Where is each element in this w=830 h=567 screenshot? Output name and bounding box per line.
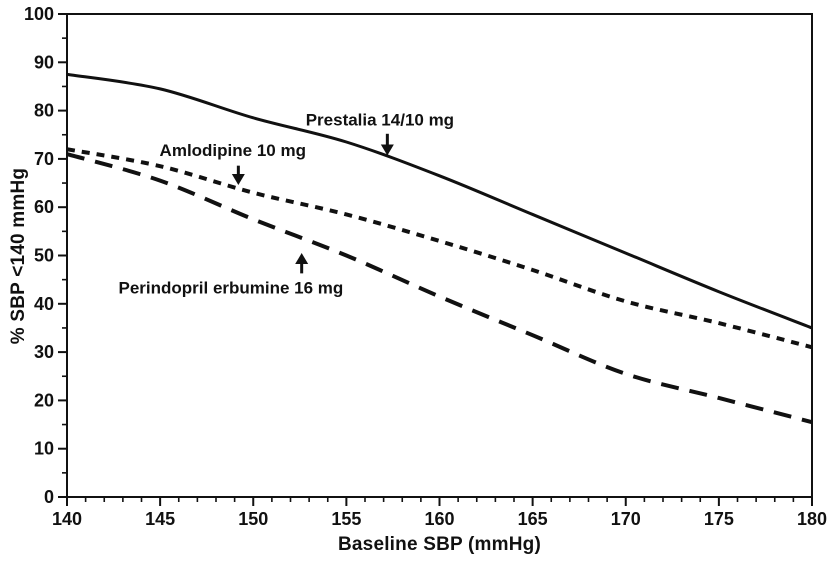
x-tick-label: 145 — [145, 509, 175, 529]
x-tick-label: 165 — [518, 509, 548, 529]
x-tick-label: 150 — [238, 509, 268, 529]
annotation-prestalia-14-10-mg: Prestalia 14/10 mg — [306, 110, 454, 129]
x-axis-label: Baseline SBP (mmHg) — [337, 534, 541, 555]
y-tick-label: 50 — [34, 246, 54, 266]
arrow-down-icon — [231, 174, 245, 186]
annotation-perindopril-erbumine-16-mg: Perindopril erbumine 16 mg — [118, 278, 343, 297]
x-tick-label: 180 — [797, 509, 827, 529]
y-tick-label: 90 — [34, 52, 54, 72]
y-tick-label: 10 — [34, 439, 54, 459]
y-tick-label: 30 — [34, 342, 54, 362]
y-axis-label: % SBP <140 mmHg — [8, 167, 29, 345]
arrow-up-icon — [295, 253, 309, 265]
y-tick-label: 80 — [34, 101, 54, 121]
series-amlodipine-10-mg — [66, 147, 813, 350]
x-tick-label: 140 — [52, 509, 82, 529]
y-tick-label: 40 — [34, 294, 54, 314]
x-tick-label: 155 — [331, 509, 361, 529]
x-tick-label: 160 — [424, 509, 454, 529]
arrow-down-icon — [380, 144, 394, 156]
plot-frame — [66, 13, 813, 498]
x-tick-label: 175 — [704, 509, 734, 529]
y-tick-label: 70 — [34, 149, 54, 169]
x-tick-label: 170 — [611, 509, 641, 529]
annotation-amlodipine-10-mg: Amlodipine 10 mg — [160, 141, 306, 160]
y-tick-label: 100 — [24, 4, 54, 24]
series-prestalia-14-10-mg — [66, 72, 813, 330]
series-perindopril-erbumine-16-mg — [66, 152, 813, 425]
y-tick-label: 60 — [34, 197, 54, 217]
y-tick-label: 20 — [34, 390, 54, 410]
y-tick-label: 0 — [44, 487, 54, 507]
